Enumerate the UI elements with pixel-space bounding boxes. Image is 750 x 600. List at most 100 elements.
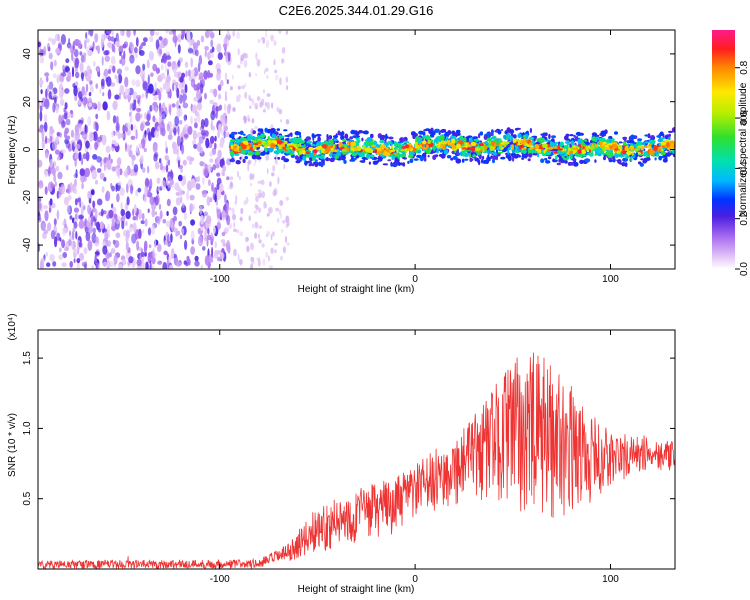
spectrogram-noise-cell xyxy=(198,55,203,65)
spectrogram-noise-cell xyxy=(141,262,146,269)
spectrogram-noise-cell xyxy=(245,237,248,243)
spectrogram-signal-cell xyxy=(621,162,626,167)
spectrogram-noise-cell xyxy=(209,99,215,105)
spectrogram-signal-cell xyxy=(624,147,629,152)
spectrogram-noise-cell xyxy=(119,187,125,196)
spectrogram-signal-cell xyxy=(640,146,644,151)
spectrogram-noise-cell xyxy=(74,39,80,44)
spectrogram-signal-cell xyxy=(549,141,553,146)
spectrogram-noise-cell xyxy=(125,220,128,227)
spectrogram-noise-cell xyxy=(147,227,152,236)
spectrogram-signal-cell xyxy=(441,128,447,132)
spectrogram-y-label: Frequency (Hz) xyxy=(7,116,18,185)
spectrogram-noise-cell xyxy=(117,264,123,269)
spectrogram-signal-cell xyxy=(520,149,523,153)
spectrogram-signal-cell xyxy=(574,149,578,153)
spectrogram-noise-cell xyxy=(107,68,112,75)
spectrogram-noise-cell xyxy=(139,50,145,56)
spectrogram-noise-cell xyxy=(169,218,174,229)
spectrogram-noise-cell xyxy=(207,228,210,235)
spectrogram-signal-cell xyxy=(447,139,451,146)
spectrogram-noise-cell xyxy=(151,208,156,218)
spectrogram-noise-cell xyxy=(167,134,173,141)
spectrogram-signal-cell xyxy=(239,130,244,135)
spectrogram-noise-cell xyxy=(84,167,91,178)
spectrogram-signal-cell xyxy=(559,153,566,156)
spectrogram-signal-cell xyxy=(231,157,235,163)
spectrogram-noise-cell xyxy=(154,81,157,92)
spectrogram-noise-cell xyxy=(39,110,43,122)
spectrogram-signal-cell xyxy=(432,154,437,160)
spectrogram-noise-cell xyxy=(54,181,57,187)
spectrogram-signal-cell xyxy=(497,151,504,154)
spectrogram-signal-cell xyxy=(478,143,484,147)
spectrogram-noise-cell xyxy=(53,218,57,226)
spectrogram-noise-cell xyxy=(124,66,129,72)
spectrogram-signal-cell xyxy=(529,128,533,133)
spectrogram-noise-cell xyxy=(269,181,272,188)
spectrogram-noise-cell xyxy=(168,255,172,263)
spectrogram-noise-cell xyxy=(75,230,78,240)
spectrogram-signal-cell xyxy=(511,156,515,162)
spectrogram-noise-cell xyxy=(126,183,129,194)
spectrogram-noise-cell xyxy=(91,232,97,244)
spectrogram-signal-cell xyxy=(474,157,479,162)
spectrogram-noise-cell xyxy=(136,240,140,251)
spectrogram-noise-cell xyxy=(45,252,49,257)
spectrogram-signal-cell xyxy=(668,130,674,133)
spectrogram-signal-cell xyxy=(522,135,527,138)
spectrogram-signal-cell xyxy=(515,127,522,130)
spectrogram-noise-cell xyxy=(190,246,196,255)
spectrogram-signal-cell xyxy=(352,135,358,139)
spectrogram-noise-cell xyxy=(191,178,196,189)
spectrogram-signal-cell xyxy=(305,136,312,141)
spectrogram-signal-cell xyxy=(434,128,440,133)
spectrogram-noise-cell xyxy=(97,45,100,54)
spectrogram-signal-cell xyxy=(482,159,488,164)
spectrogram-signal-cell xyxy=(368,161,371,165)
colorbar-gradient xyxy=(712,30,735,269)
spectrogram-noise-cell xyxy=(115,131,118,136)
spectrogram-signal-cell xyxy=(409,158,414,163)
spectrogram-noise-cell xyxy=(119,51,122,57)
spectrogram-signal-cell xyxy=(527,152,533,158)
spectrogram-noise-cell xyxy=(254,232,258,239)
spectrogram-noise-cell xyxy=(58,247,62,253)
spectrogram-signal-cell xyxy=(631,152,634,156)
spectrogram-noise-cell xyxy=(265,30,268,38)
spectrogram-signal-cell xyxy=(547,156,552,160)
spectrogram-signal-cell xyxy=(489,145,494,151)
spectrogram-noise-cell xyxy=(163,250,168,256)
spectrogram-noise-cell xyxy=(154,161,160,170)
spectrogram-signal-cell xyxy=(612,158,616,163)
spectrogram-signal-cell xyxy=(491,155,498,160)
spectrogram-noise-cell xyxy=(161,180,166,191)
spectrogram-noise-cell xyxy=(161,64,164,71)
spectrogram-noise-cell xyxy=(229,181,233,188)
tick-label: 1.0 xyxy=(22,421,33,435)
spectrogram-noise-cell xyxy=(220,79,224,87)
spectrogram-noise-cell xyxy=(85,231,91,242)
spectrogram-signal-cell xyxy=(427,139,432,144)
spectrogram-noise-cell xyxy=(261,98,265,107)
spectrogram-noise-cell xyxy=(127,88,130,94)
spectrogram-signal-cell xyxy=(507,149,510,155)
spectrogram-signal-cell xyxy=(244,156,248,160)
spectrogram-noise-cell xyxy=(147,208,150,213)
spectrogram-signal-cell xyxy=(402,162,406,167)
spectrogram-signal-cell xyxy=(496,142,499,146)
spectrogram-noise-cell xyxy=(209,135,215,144)
spectrogram-noise-cell xyxy=(38,213,41,221)
spectrogram-noise-cell xyxy=(63,112,68,120)
spectrogram-noise-cell xyxy=(199,205,203,215)
spectrogram-signal-cell xyxy=(496,155,498,161)
spectrogram-signal-cell xyxy=(525,133,529,139)
spectrogram-signal-cell xyxy=(354,146,358,152)
spectrogram-signal-cell xyxy=(295,160,301,164)
spectrogram-noise-cell xyxy=(224,90,227,100)
spectrogram-signal-cell xyxy=(658,149,661,153)
spectrogram-noise-cell xyxy=(199,83,204,94)
spectrogram-noise-cell xyxy=(51,90,54,98)
spectrogram-noise-cell xyxy=(128,97,130,103)
spectrogram-noise-cell xyxy=(53,174,57,183)
